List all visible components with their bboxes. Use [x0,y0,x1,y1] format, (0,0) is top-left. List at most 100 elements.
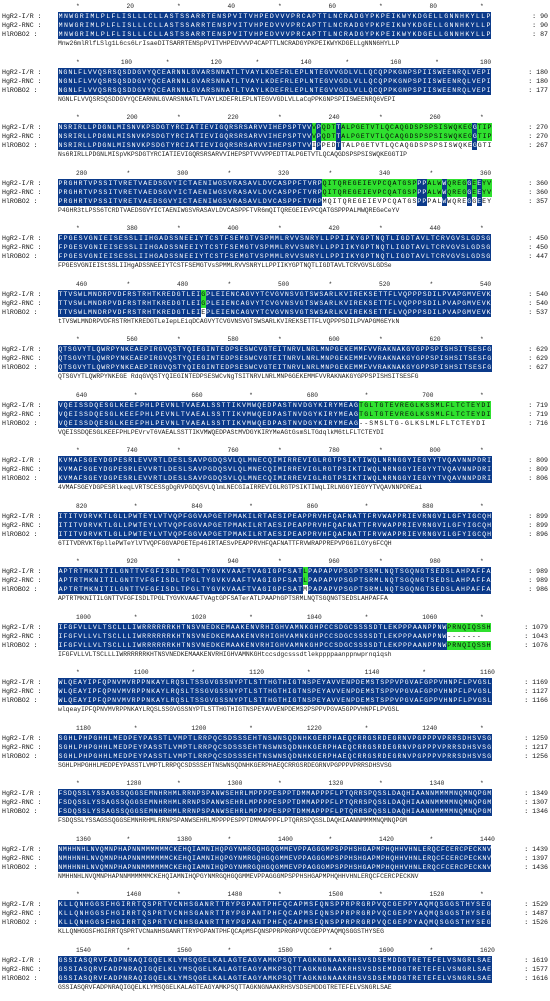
consensus-row: SGHLPHPGHHLMEDPEYPASSTLVMPTLRRPQCSDSSSEH… [0,761,550,770]
ruler-mark: 1240 [422,724,438,732]
consensus-row: NGNLFLVVQSRSQSDDGVYQCEARNNLGVARSNNATLTVA… [0,95,550,104]
end-position: : 716 [528,419,548,427]
position-ruler: 280 * 300 * 320 * 340 * 360 [58,169,492,178]
sequence-row: HgR2-I/R : QTSGVYTLQWRPYNKEAEPIRGVQSTYQIE… [0,345,550,354]
ruler-mark: 320 [278,169,290,177]
sequence-name: HlROBO2 : [2,308,38,316]
sequence-residues: QTSGVYTLQWRPYNKEAEPIRGVQSTYQIEGINTEDPSES… [58,345,492,354]
consensus-sequence: Ns6RIRLLPDGNLMISpVKPSDGTYRCIATIEVIGQRSRS… [58,151,407,158]
sequence-name: HgR2-RNC : [2,355,42,362]
end-position: : 719 [528,401,548,409]
sequence-residues: FSDQSSLYSSAGSSQGGSEMNHRHMLRRNPSPANWSEHRL… [58,789,492,798]
position-ruler: * 920 * 940 * 960 * 980 * [58,557,492,566]
sequence-residues: FPGESVGNIEISESSLIIHGADSSNEEIYTCSTFSEMGTV… [58,243,491,252]
ruler-mark: 500 [278,280,290,288]
sequence-row: HlROBO2 : QTSGVYTLQWRPYNKEAEPIRGVQSTYQIEG… [0,363,550,372]
sequence-name: HgR2-I/R : [2,623,42,631]
consensus-sequence: KLLQNHGGSFHGIRRTQSPRTVCNaNHSGANRTTRYPGPA… [58,928,384,935]
sequence-name: HgR2-I/R : [2,568,42,575]
ruler-mark: 1160 [480,669,495,676]
ruler-mark: * [76,780,80,787]
sequence-row: HgR2-RNC : KLLQNHGGSFHGIRRTQSPRTVCNHSGANR… [0,909,550,918]
position-ruler: 1180 * 1200 * 1220 * 1240 * [58,724,492,733]
sequence-row: HgR2-I/R : KVMAFSGEYDGPESRLEVVRTLDESLSAVP… [0,456,550,465]
sequence-residues: ITITVDRVKTLGLLPWTEYLVTVQPFGGVAPGETPMAKIL… [58,529,492,539]
end-position: : 1349 [524,790,548,797]
sequence-row: HgR2-RNC : MNWGRIMLPLFLISLLLCLLASTSSARRTE… [0,21,550,30]
sequence-row: HlROBO2 : WLQEAYIPFQPNVMVRPPNKAYLRQSLTSSG… [0,696,550,705]
sequence-residues: ITITVDRVKTLGLLPWTEYLVTVQPFGGVAPGETPMAKIL… [58,520,492,530]
sequence-row: HgR2-RNC : TTVSWLMNDRPVDFRSTRHTKREDGTLEIG… [0,298,550,308]
sequence-residues: ITITVDRVKTLGLLPWTEYLVTVQPFGGVAPGETPMAKIL… [58,511,492,521]
end-position: : 627 [528,364,548,371]
sequence-row: HlROBO2 : NMHHNHLNVQMNPHAPNNMMMMMMCKEHQIA… [0,862,550,872]
sequence-name: HlROBO2 : [2,475,38,482]
sequence-residues: KLLQNHGGSFHGIRRTQSPRTVCNHSGANRTTRYPGPANT… [58,900,492,909]
end-position: : 1166 [524,697,548,704]
sequence-row: HgR2-I/R : SGHLPHPGHHLMEDPEYPASSTLVMPTLRR… [0,733,550,743]
end-position: : 1487 [524,910,548,917]
ruler-mark: 40 [227,3,235,10]
ruler-mark: 340 [379,169,391,177]
sequence-name: HlROBO2 : [2,31,38,38]
sequence-residues: WLQEAYIPFQPNVMVRPPNKAYLRQSLTSSGVGSSNYPTL… [58,678,492,687]
sequence-name: HgR2-RNC : [2,688,42,695]
ruler-mark: 960 [328,558,340,565]
consensus-row: Ns6RIRLLPDGNLMISpVKPSDGTYRCIATIEVIGQRSRS… [0,150,550,159]
sequence-residues: NSRIRLLPDGNLMISNVKPSDGTYRCIATIEVIGQRSRSA… [58,141,492,150]
sequence-name: HlROBO2 : [2,641,38,649]
ruler-mark: 1440 [480,835,495,843]
sequence-residues: GSSIASQRVFADPNRAQIGQELKLYMSQGELKALAGTEAG… [58,973,492,983]
sequence-row: HlROBO2 : IFGFVLLVLTSCLLLIWRRRRRRKHTNSVNE… [0,640,550,650]
sequence-residues: GSSIASQRVFADPNRAQIGQELKLYMSQGELKALAGTEAG… [58,964,492,974]
ruler-mark: 420 [328,225,340,232]
ruler-mark: * [379,336,383,343]
sequence-residues: FPGESVGNIEISESSLIIHGADSSNEEIYTCSTFSEMGTV… [58,252,491,261]
sequence-residues: IFGFVLLVLTSCLLLIWRRRRRRKHTNSVNEDKEMAAKEN… [58,622,492,632]
sequence-row: HgR2-I/R : NGNLFLVVQSRSQSDDGVYQCEARNNLGVA… [0,67,550,77]
consensus-row: wlqeayIPFQPNVMVRPPNKAYLRQSLSSGVGSSNYPTLS… [0,705,550,714]
ruler-mark: * [177,336,181,343]
ruler-mark: * [227,835,232,843]
consensus-sequence: SGHLPHPGHHLMEDPEYPASSTLVMPTLRRPQCSDSSSEH… [58,761,392,769]
ruler-mark: 620 [429,336,441,343]
end-position: : 270 [528,133,548,140]
sequence-name: HgR2-I/R : [2,901,42,908]
sequence-row: HlROBO2 : FPGESVGNIEISESSLIIHGADSSNEEIYTC… [0,252,550,261]
end-position: : 1127 [524,688,548,695]
sequence-row: HgR2-RNC : QTSGVYTLQWRPYNKEAEPIRGVQSTYQIE… [0,354,550,363]
sequence-row: HlROBO2 : NGNLFLVVQSRSQSDDGVYQCEARNNLGVAR… [0,85,550,95]
ruler-mark: 980 [429,558,441,565]
ruler-mark: * [191,669,196,676]
consensus-sequence: FSDQSSLYSSAGSSQGGSEMNHRHMLRRNPSPANWSEHRL… [58,817,407,824]
alignment-block: * 1280 * 1300 * 1320 * 1340 * HgR2-I/R : FSDQSSLYS… [0,779,550,834]
ruler-mark: 1320 [328,780,344,787]
sequence-row: HgR2-RNC : IFGFVLLVLTSCLLLIWRRRRRRKHTNSVN… [0,631,550,641]
sequence-row: HgR2-RNC : NSRIRLLPDGNLMISNVKPSDGTYRCIATI… [0,132,550,141]
sequence-residues: SGHLPHPGHHLMEDPEYPASSTLVMPTLRRPQCSDSSSEH… [58,733,492,743]
sequence-row: HgR2-I/R : TTVSWLMNDRPVDFRSTRHTKREDGTLEIG… [0,289,550,299]
sequence-residues: SGHLPHPGHHLMEDPEYPASSTLVMPTLRRPQCSDSSSEH… [58,751,492,761]
end-position: : 537 [528,308,548,316]
consensus-row: FSDQSSLYSSAGSSQGGSEMNHRHMLRRNPSPANWSEHRL… [0,816,550,825]
ruler-mark: * [379,3,383,10]
sequence-name: HgR2-RNC : [2,910,42,917]
sequence-residues: PRGHRTVPSSITVRETVAEDSGVYICTAENIWGSVRASAV… [58,187,492,197]
sequence-residues: FPGESVGNIEISESSLIIHGADSSNEEIYTCSTFSEMGTV… [58,234,491,243]
ruler-mark: * [278,114,282,121]
consensus-sequence: QTSGVYTLQWRPYNKEGE RdqGVQSTYQIEGINTEDPSE… [58,373,419,380]
sequence-name: HgR2-RNC : [2,521,42,529]
end-position: : 87 [532,31,548,38]
sequence-residues: QTSGVYTLQWRPYNKEAEPIRGVQSTYQIEGINTEDPSES… [58,354,492,363]
ruler-mark: 540 [480,280,492,288]
sequence-residues: TTVSWLMNDRPVDFRSTRHTKREDGTLEIGPLEIENCAGV… [58,298,492,308]
ruler-mark: * [480,613,484,621]
consensus-row: VQEISSDQESGLKEEFPHLPEVrvT6VAEALSSTTIKVMW… [0,428,550,437]
ruler-mark: * [364,613,369,621]
ruler-mark: * [364,502,369,510]
ruler-mark: * [480,391,484,399]
ruler-mark: * [328,946,333,954]
sequence-name: HgR2-RNC : [2,466,42,473]
consensus-sequence: 6TITVDRVKT6pllePWTeYlVTVQPFGGVAPGETEp46I… [58,539,392,547]
ruler-mark: 1020 [191,613,207,621]
